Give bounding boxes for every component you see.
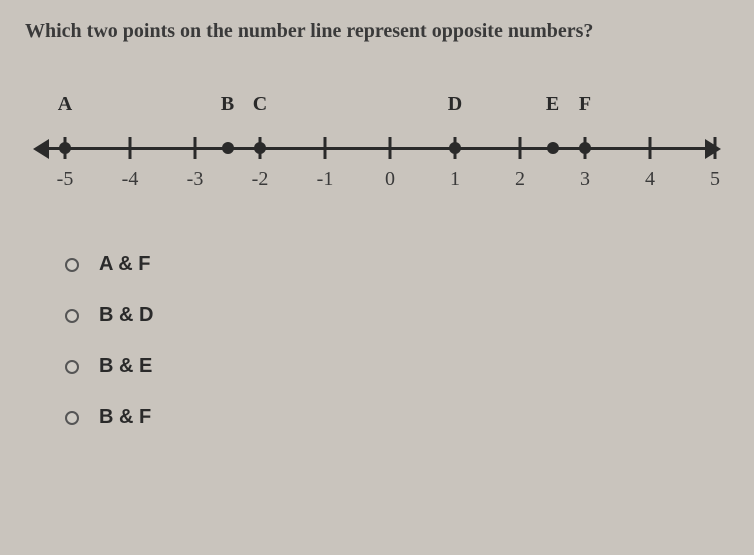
axis (35, 133, 719, 163)
tick (194, 137, 197, 159)
tick (129, 137, 132, 159)
tick (714, 137, 717, 159)
point-label-e: E (546, 93, 559, 116)
point-label-d: D (448, 93, 462, 116)
tick-label: 1 (450, 168, 460, 191)
option-a-f[interactable]: A & F (65, 253, 729, 276)
point-dot-b (222, 142, 234, 154)
tick (649, 137, 652, 159)
radio-icon[interactable] (65, 258, 79, 272)
option-label: B & D (99, 304, 153, 327)
tick-label: -1 (317, 168, 334, 191)
tick-label: 2 (515, 168, 525, 191)
radio-icon[interactable] (65, 411, 79, 425)
point-label-c: C (253, 93, 267, 116)
tick-label: 0 (385, 168, 395, 191)
arrow-left-icon (33, 139, 49, 159)
radio-icon[interactable] (65, 309, 79, 323)
tick-label: 4 (645, 168, 655, 191)
option-b-d[interactable]: B & D (65, 304, 729, 327)
point-dot-f (579, 142, 591, 154)
option-b-e[interactable]: B & E (65, 355, 729, 378)
tick-label: -3 (187, 168, 204, 191)
option-label: B & E (99, 355, 152, 378)
point-dot-c (254, 142, 266, 154)
option-b-f[interactable]: B & F (65, 406, 729, 429)
tick (519, 137, 522, 159)
option-label: A & F (99, 253, 150, 276)
point-label-f: F (579, 93, 591, 116)
radio-icon[interactable] (65, 360, 79, 374)
tick-label: 5 (710, 168, 720, 191)
options-list: A & F B & D B & E B & F (65, 253, 729, 429)
point-label-b: B (221, 93, 234, 116)
tick-label: -4 (122, 168, 139, 191)
point-dot-a (59, 142, 71, 154)
tick-label: -5 (57, 168, 74, 191)
question-text: Which two points on the number line repr… (25, 20, 729, 43)
tick (324, 137, 327, 159)
option-label: B & F (99, 406, 151, 429)
point-label-a: A (58, 93, 72, 116)
tick (389, 137, 392, 159)
point-dot-e (547, 142, 559, 154)
axis-line (45, 147, 709, 150)
tick-label: 3 (580, 168, 590, 191)
tick-label: -2 (252, 168, 269, 191)
point-dot-d (449, 142, 461, 154)
number-line: -5 -4 -3 -2 -1 0 1 2 3 4 5 A BC D EF (35, 93, 719, 213)
